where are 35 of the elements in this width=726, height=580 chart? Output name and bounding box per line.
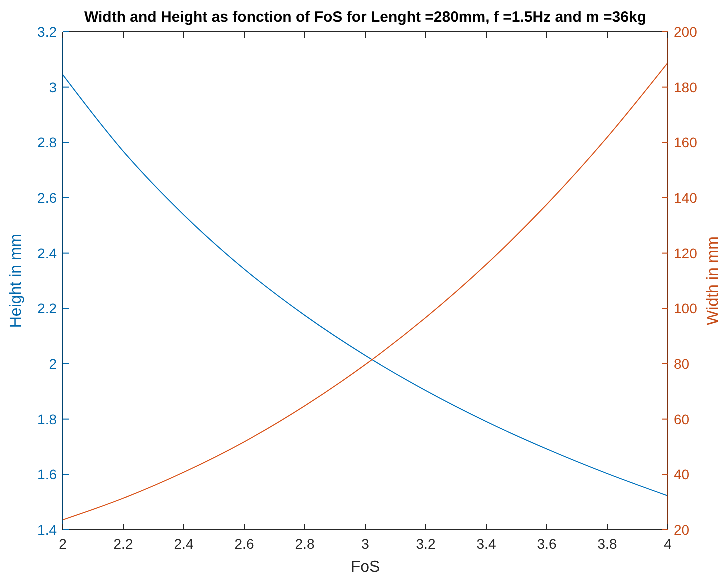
y-tick-label: 2.8 xyxy=(38,134,58,151)
y-tick-label: 2 xyxy=(49,356,58,372)
y-tick-label: 2.4 xyxy=(38,245,58,262)
x-tick-label: 3.6 xyxy=(537,536,557,552)
y2-tick-label: 20 xyxy=(674,522,690,538)
y2-tick-label: 60 xyxy=(674,411,690,428)
y2-tick-label: 180 xyxy=(674,79,698,96)
x-tick-label: 2.8 xyxy=(295,536,315,552)
x-tick-label: 3.4 xyxy=(476,536,496,552)
x-tick-label: 4 xyxy=(664,536,672,552)
y-tick-label: 2.2 xyxy=(38,300,58,317)
y2-tick-label: 160 xyxy=(674,134,698,151)
x-tick-label: 2.4 xyxy=(174,536,194,552)
x-tick-label: 3.2 xyxy=(416,536,436,552)
x-axis-title: FoS xyxy=(350,559,380,576)
y-axis-title: Height in mm xyxy=(8,234,25,328)
x-tick-label: 2 xyxy=(59,536,68,552)
y-tick-label: 1.6 xyxy=(38,466,58,483)
y-tick-label: 1.8 xyxy=(38,411,58,428)
y2-tick-label: 120 xyxy=(674,245,698,262)
y-tick-label: 1.4 xyxy=(38,522,58,538)
x-tick-label: 2.6 xyxy=(234,536,254,552)
y2-axis-title: Width in mm xyxy=(705,236,722,326)
y-tick-label: 3 xyxy=(49,79,58,96)
y2-tick-label: 200 xyxy=(674,24,698,40)
y2-tick-label: 40 xyxy=(674,466,690,483)
x-tick-label: 2.2 xyxy=(114,536,134,552)
y-tick-label: 3.2 xyxy=(38,24,58,40)
chart-title: Width and Height as fonction of FoS for Lenght =280mm, f =1.5Hz and m =36kg xyxy=(84,9,647,26)
x-tick-label: 3 xyxy=(362,536,370,552)
x-tick-label: 3.8 xyxy=(598,536,618,552)
y2-tick-label: 100 xyxy=(674,300,698,317)
y2-tick-label: 140 xyxy=(674,190,698,206)
y-tick-label: 2.6 xyxy=(38,190,58,206)
y2-tick-label: 80 xyxy=(674,356,690,372)
